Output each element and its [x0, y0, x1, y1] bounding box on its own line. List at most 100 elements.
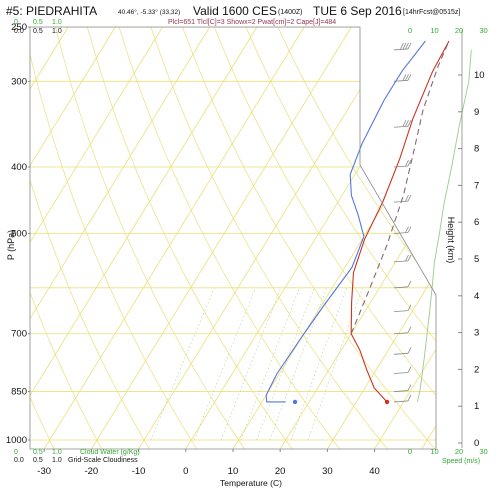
wind-speed-profile — [416, 49, 472, 403]
dry-adiabat — [86, 27, 297, 449]
wind-barb — [393, 400, 409, 403]
pressure-tick-label: 700 — [11, 329, 27, 340]
cloudwater-tick-top: 0.5 — [33, 19, 43, 26]
temp-tick-label: -10 — [132, 466, 146, 477]
mixing-ratio-line — [240, 287, 300, 441]
pressure-tick-label: 400 — [11, 162, 27, 173]
speed-label: Speed (m/s) — [442, 458, 480, 465]
height-tick-label: 2 — [474, 364, 479, 375]
height-tick-label: 1 — [474, 401, 479, 412]
speed-tick-bottom: 20 — [455, 447, 463, 456]
speed-tick-bottom: 10 — [430, 447, 438, 456]
cloudiness-tick-top: 0.5 — [33, 28, 43, 35]
mixing-ratio-line — [193, 287, 256, 441]
valid-zulu: (1400Z) — [278, 9, 303, 16]
cloudwater-tick-bottom: 0 — [14, 449, 18, 456]
cloudiness-label: Grid-Scale Cloudiness — [68, 457, 138, 464]
mixing-ratio-line — [150, 287, 215, 441]
mixing-ratio-line — [290, 287, 348, 441]
wind-barb — [393, 232, 409, 234]
cloudwater-tick-top: 1.0 — [52, 19, 62, 26]
temp-tick-label: -20 — [84, 466, 98, 477]
wind-barb-flag — [405, 254, 409, 262]
isotherm-line — [91, 27, 352, 449]
dewpoint-marker — [292, 399, 298, 405]
mixing-ratio-line — [307, 287, 364, 441]
wind-barb — [393, 165, 409, 168]
wind-barb-flag — [405, 159, 409, 167]
height-tick-label: 9 — [474, 107, 479, 118]
isotherm-line — [30, 27, 258, 449]
wind-barb — [393, 200, 409, 203]
wind-barb-flag — [407, 347, 412, 354]
wind-barb-flag — [402, 42, 407, 50]
height-tick-label: 10 — [474, 70, 485, 81]
isotherm-line — [30, 27, 116, 449]
wind-barb-flag — [407, 120, 412, 127]
temp-tick-label: 30 — [322, 466, 333, 477]
isotherm-line — [30, 27, 211, 449]
wind-barb-flag — [407, 74, 412, 81]
height-tick-label: 4 — [474, 291, 479, 302]
wind-barb-flag — [407, 226, 412, 233]
isotherm-line — [374, 27, 436, 449]
wind-barb — [393, 352, 409, 355]
isotherm-line — [138, 27, 399, 449]
station-name: #5: PIEDRAHITA — [6, 4, 97, 18]
wind-barb-flag — [405, 74, 409, 81]
isotherm-line — [43, 27, 305, 449]
wind-barb-flag — [407, 254, 412, 262]
dry-adiabat — [150, 27, 393, 449]
height-tick-label: 3 — [474, 328, 479, 339]
wind-barb — [393, 332, 409, 335]
sounding-params: Plcl=651 Tlcl[C]=3 Showx=2 Pwat[cm]=2 Ca… — [168, 19, 336, 26]
dry-adiabat — [30, 27, 153, 449]
wind-barb — [393, 310, 409, 313]
wind-barb-flag — [405, 226, 409, 233]
cloudiness-tick-bottom: 1.0 — [52, 457, 62, 464]
cloudiness-tick-top: 1.0 — [52, 28, 62, 35]
temperature-marker — [384, 399, 390, 405]
temp-tick-label: 20 — [275, 466, 286, 477]
wind-barb-flag — [407, 304, 412, 311]
pressure-tick-label: 500 — [11, 229, 27, 240]
plot-frame — [29, 26, 437, 450]
dry-adiabat — [213, 27, 436, 449]
dry-adiabat — [245, 27, 436, 449]
wind-barb-flag — [407, 194, 412, 202]
wind-barb-flag — [405, 42, 409, 50]
wind-barb-flag — [402, 74, 407, 81]
height-tick-label: 5 — [474, 254, 479, 265]
speed-tick-top: 10 — [430, 26, 438, 35]
mixing-ratio-line — [256, 287, 315, 441]
mixing-ratio-line — [220, 287, 282, 441]
temp-tick-label: 40 — [369, 466, 380, 477]
dry-adiabat — [118, 27, 345, 449]
cloudwater-tick-bottom: 0.5 — [33, 449, 43, 456]
valid-time: Valid 1600 CES — [193, 4, 277, 18]
cloudiness-tick-bottom: 0.5 — [33, 457, 43, 464]
dry-adiabat — [182, 27, 436, 449]
pressure-tick-label: 250 — [11, 22, 27, 33]
speed-tick-top: 20 — [455, 26, 463, 35]
speed-tick-top: 30 — [479, 26, 487, 35]
speed-tick-bottom: 0 — [408, 447, 412, 456]
wind-barb-flag — [405, 194, 409, 202]
pressure-tick-label: 300 — [11, 76, 27, 87]
height-tick-label: 0 — [474, 438, 479, 449]
wind-barb-flag — [407, 42, 412, 50]
wind-barb — [393, 286, 409, 289]
wind-barbs — [393, 42, 472, 403]
isotherm-line — [421, 27, 436, 449]
wind-barb-flag — [407, 159, 412, 167]
dry-adiabat — [30, 27, 58, 449]
cloudiness-tick-top: 0.0 — [14, 28, 24, 35]
isotherm-line — [185, 27, 436, 449]
height-tick-label: 8 — [474, 144, 479, 155]
pressure-tick-label: 1000 — [6, 435, 27, 446]
background-grid — [30, 27, 436, 449]
cloudwater-tick-bottom: 1.0 — [52, 449, 62, 456]
temp-tick-label: -30 — [37, 466, 51, 477]
wind-barb — [393, 390, 409, 392]
